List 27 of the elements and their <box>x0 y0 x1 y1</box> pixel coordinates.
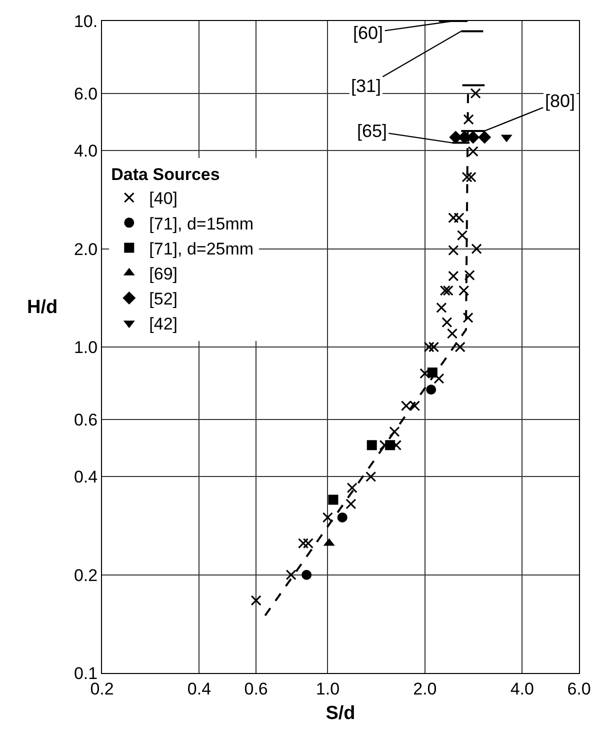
y-tick-label: 0.2 <box>74 566 98 585</box>
legend-label: [69] <box>149 264 178 284</box>
annotation: [31] <box>351 76 382 96</box>
annotation: [60] <box>353 23 384 43</box>
legend-label: [42] <box>149 314 178 334</box>
y-tick-label: 0.4 <box>74 468 98 487</box>
y-tick-label: 10. <box>74 12 98 31</box>
y-axis-title: H/d <box>27 297 58 318</box>
x-tick-label: 1.0 <box>316 679 340 698</box>
x-axis-title: S/d <box>326 703 356 724</box>
x-tick-label: 6.0 <box>567 679 591 698</box>
legend-label: [71], d=15mm <box>149 214 254 234</box>
x-tick-label: 0.4 <box>187 679 212 698</box>
legend-label: [71], d=25mm <box>149 239 254 258</box>
y-tick-label: 1.0 <box>74 338 98 357</box>
x-tick-label: 4.0 <box>510 679 534 698</box>
y-tick-label: 0.6 <box>74 410 98 430</box>
y-tick-label: 2.0 <box>74 240 98 259</box>
x-tick-label: 0.6 <box>244 679 268 698</box>
annotation: [80] <box>545 91 576 111</box>
legend-label: [52] <box>149 290 178 309</box>
annotation: [65] <box>357 121 388 141</box>
legend-label: [40] <box>149 189 178 208</box>
legend-title: Data Sources <box>111 165 220 184</box>
y-tick-label: 4.0 <box>74 142 98 161</box>
x-tick-label: 2.0 <box>413 679 437 698</box>
y-tick-label: 6.0 <box>74 84 98 104</box>
